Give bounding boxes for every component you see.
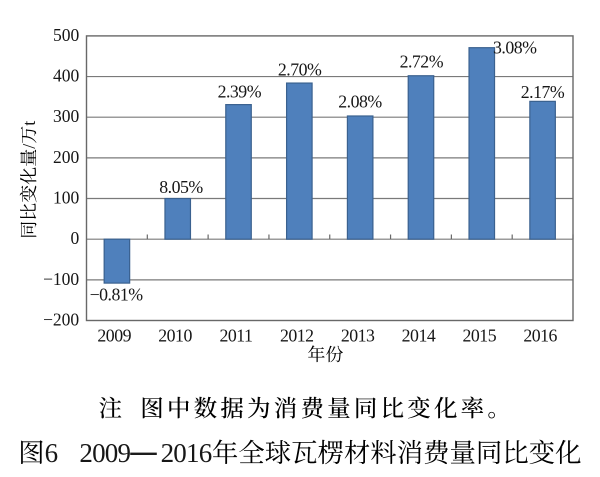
svg-text:2.39%: 2.39% [218, 82, 262, 102]
svg-text:−100: −100 [43, 269, 79, 289]
svg-text:0: 0 [70, 228, 79, 248]
svg-text:2.08%: 2.08% [338, 92, 382, 112]
svg-text:500: 500 [53, 25, 80, 45]
svg-text:3.08%: 3.08% [493, 38, 537, 58]
svg-text:2009: 2009 [97, 325, 131, 345]
svg-text:2.72%: 2.72% [400, 52, 444, 72]
svg-text:−200: −200 [43, 310, 79, 330]
svg-text:300: 300 [53, 106, 80, 126]
svg-text:2012: 2012 [280, 325, 314, 345]
svg-text:2013: 2013 [341, 325, 375, 345]
svg-text:6: 6 [45, 438, 59, 468]
svg-text:2.70%: 2.70% [278, 60, 322, 80]
svg-text:2.17%: 2.17% [521, 82, 565, 102]
svg-text:200: 200 [53, 147, 80, 167]
svg-text:400: 400 [53, 66, 80, 86]
svg-text:2016: 2016 [523, 325, 557, 345]
svg-text:/: / [19, 144, 39, 149]
svg-text:100: 100 [53, 188, 80, 208]
svg-text:2016: 2016 [161, 438, 212, 468]
svg-text:2014: 2014 [402, 325, 436, 345]
svg-text:−0.81%: −0.81% [90, 285, 144, 305]
svg-text:2011: 2011 [219, 325, 252, 345]
svg-text:8.05%: 8.05% [159, 177, 203, 197]
svg-text:2015: 2015 [463, 325, 497, 345]
svg-text:2009: 2009 [79, 438, 130, 468]
svg-text:2010: 2010 [158, 325, 192, 345]
svg-text:t: t [19, 121, 39, 126]
